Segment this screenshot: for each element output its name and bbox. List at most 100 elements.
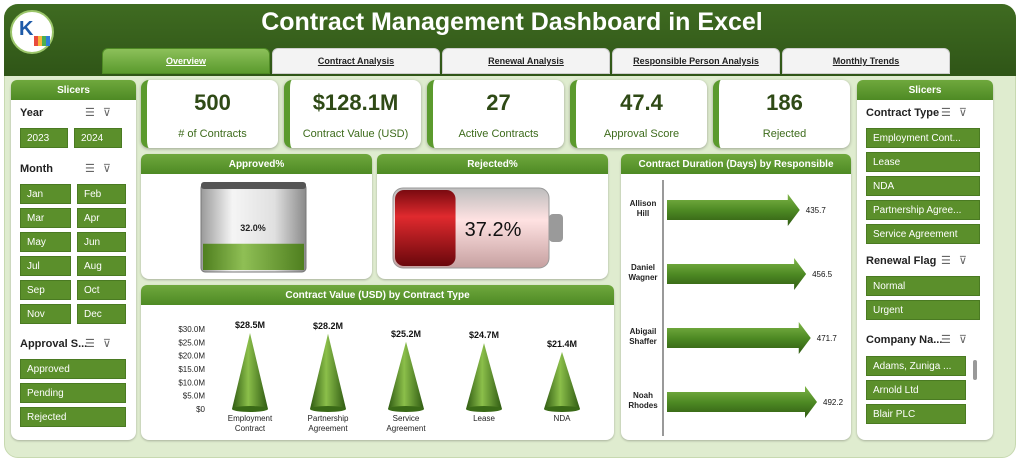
contract-type-option-employment[interactable]: Employment Cont...: [866, 128, 980, 148]
data-label: $24.7M: [469, 330, 499, 340]
category-label: Daniel: [631, 263, 655, 272]
tab-contract-analysis[interactable]: Contract Analysis: [272, 48, 440, 74]
tab-responsible-person-analysis[interactable]: Responsible Person Analysis: [612, 48, 780, 74]
contract-type-option-service[interactable]: Service Agreement: [866, 224, 980, 244]
category-label: Hill: [637, 209, 649, 218]
category-label: NDA: [554, 414, 572, 423]
month-slicer-icons: ☰⊽: [85, 162, 119, 175]
contract-type-option-lease[interactable]: Lease: [866, 152, 980, 172]
contract-type-slicer-icons: ☰⊽: [941, 106, 975, 119]
category-label: Employment: [228, 414, 273, 423]
multi-select-icon[interactable]: ☰: [85, 338, 103, 350]
data-label: $28.5M: [235, 320, 265, 330]
month-option-mar[interactable]: Mar: [20, 208, 71, 228]
y-tick-label: $5.0M: [183, 392, 206, 401]
year-option-2023[interactable]: 2023: [20, 128, 68, 148]
rejected-battery-chart: 37.2%: [392, 187, 563, 269]
year-slicer-icons: ☰⊽: [85, 106, 119, 119]
kpi-value: $128.1M: [312, 90, 399, 115]
category-label: Agreement: [386, 424, 426, 433]
duration-chart-panel: Contract Duration (Days) by Responsible …: [621, 154, 851, 440]
rejected-value-label: 37.2%: [465, 219, 522, 241]
approval-option-approved[interactable]: Approved: [20, 359, 126, 379]
company-option-blair-plc[interactable]: Blair PLC: [866, 404, 966, 424]
month-option-feb[interactable]: Feb: [77, 184, 126, 204]
tab-monthly-trends[interactable]: Monthly Trends: [782, 48, 950, 74]
kpi-value: 186: [766, 90, 803, 115]
year-slicer-title: Year: [20, 107, 44, 119]
contract-type-option-partnership[interactable]: Partnership Agree...: [866, 200, 980, 220]
contract-value-chart: $0 $5.0M $10.0M $15.0M $20.0M $25.0M $30.0M $28…: [178, 320, 580, 433]
contract-type-option-nda[interactable]: NDA: [866, 176, 980, 196]
clear-filter-icon[interactable]: ⊽: [958, 107, 975, 119]
tab-renewal-analysis[interactable]: Renewal Analysis: [442, 48, 610, 74]
kpi-value: 500: [194, 90, 231, 115]
company-option-arnold-ltd[interactable]: Arnold Ltd: [866, 380, 966, 400]
approved-value-label: 32.0%: [240, 223, 266, 233]
right-slicer-header: Slicers: [857, 80, 993, 100]
category-label: Lease: [473, 414, 495, 423]
company-logo: K: [10, 10, 54, 54]
clear-filter-icon[interactable]: ⊽: [102, 163, 119, 175]
bar-cone: [310, 333, 346, 409]
renewal-option-urgent[interactable]: Urgent: [866, 300, 980, 320]
contract-value-chart-panel: Contract Value (USD) by Contract Type $0…: [141, 285, 614, 440]
month-option-jun[interactable]: Jun: [77, 232, 126, 252]
cone-base: [388, 406, 424, 412]
clear-filter-icon[interactable]: ⊽: [102, 338, 119, 350]
month-option-jan[interactable]: Jan: [20, 184, 71, 204]
kpi-value: 47.4: [620, 90, 663, 115]
month-option-may[interactable]: May: [20, 232, 71, 252]
clear-filter-icon[interactable]: ⊽: [958, 334, 975, 346]
approval-option-rejected[interactable]: Rejected: [20, 407, 126, 427]
month-option-apr[interactable]: Apr: [77, 208, 126, 228]
month-option-nov[interactable]: Nov: [20, 304, 71, 324]
clear-filter-icon[interactable]: ⊽: [958, 255, 975, 267]
bar-cone: [232, 333, 268, 409]
multi-select-icon[interactable]: ☰: [85, 107, 103, 119]
month-option-jul[interactable]: Jul: [20, 256, 71, 276]
company-slicer-title: Company Na...: [866, 334, 943, 346]
month-option-oct[interactable]: Oct: [77, 280, 126, 300]
approval-slicer-icons: ☰⊽: [85, 337, 119, 350]
month-option-sep[interactable]: Sep: [20, 280, 71, 300]
data-label: 471.7: [817, 334, 838, 343]
year-option-2024[interactable]: 2024: [74, 128, 122, 148]
left-slicer-panel: Slicers Year ☰⊽ 2023 2024 Month ☰⊽ Jan F…: [11, 80, 136, 440]
duration-chart-title: Contract Duration (Days) by Responsible: [621, 154, 851, 174]
multi-select-icon[interactable]: ☰: [941, 255, 959, 267]
y-tick-label: $30.0M: [178, 325, 205, 334]
category-label: Noah: [633, 391, 653, 400]
kpi-card-approval-score: 47.4 Approval Score: [570, 80, 707, 148]
bar-arrow: [667, 322, 811, 354]
category-label: Agreement: [308, 424, 348, 433]
data-label: 435.7: [806, 206, 827, 215]
y-tick-label: $0: [196, 405, 205, 414]
data-label: 492.2: [823, 398, 844, 407]
category-label: Contract: [235, 424, 266, 433]
company-slicer-scrollbar[interactable]: [973, 360, 977, 380]
renewal-option-normal[interactable]: Normal: [866, 276, 980, 296]
left-slicer-header: Slicers: [11, 80, 136, 100]
multi-select-icon[interactable]: ☰: [85, 163, 103, 175]
tab-overview[interactable]: Overview: [102, 48, 270, 74]
approval-option-pending[interactable]: Pending: [20, 383, 126, 403]
y-tick-label: $15.0M: [178, 365, 205, 374]
cone-base: [232, 406, 268, 412]
cone-base: [544, 406, 580, 412]
month-option-dec[interactable]: Dec: [77, 304, 126, 324]
category-label: Shaffer: [629, 337, 657, 346]
rejected-panel-title: Rejected%: [377, 154, 608, 174]
category-label: Partnership: [308, 414, 349, 423]
approved-cylinder-chart: 32.0%: [200, 182, 307, 273]
multi-select-icon[interactable]: ☰: [941, 334, 959, 346]
multi-select-icon[interactable]: ☰: [941, 107, 959, 119]
cone-base: [310, 406, 346, 412]
battery-fill: [395, 190, 456, 266]
renewal-flag-slicer-title: Renewal Flag: [866, 255, 937, 267]
clear-filter-icon[interactable]: ⊽: [102, 107, 119, 119]
month-option-aug[interactable]: Aug: [77, 256, 126, 276]
company-option-adams-zuniga[interactable]: Adams, Zuniga ...: [866, 356, 966, 376]
bar-arrow: [667, 386, 817, 418]
